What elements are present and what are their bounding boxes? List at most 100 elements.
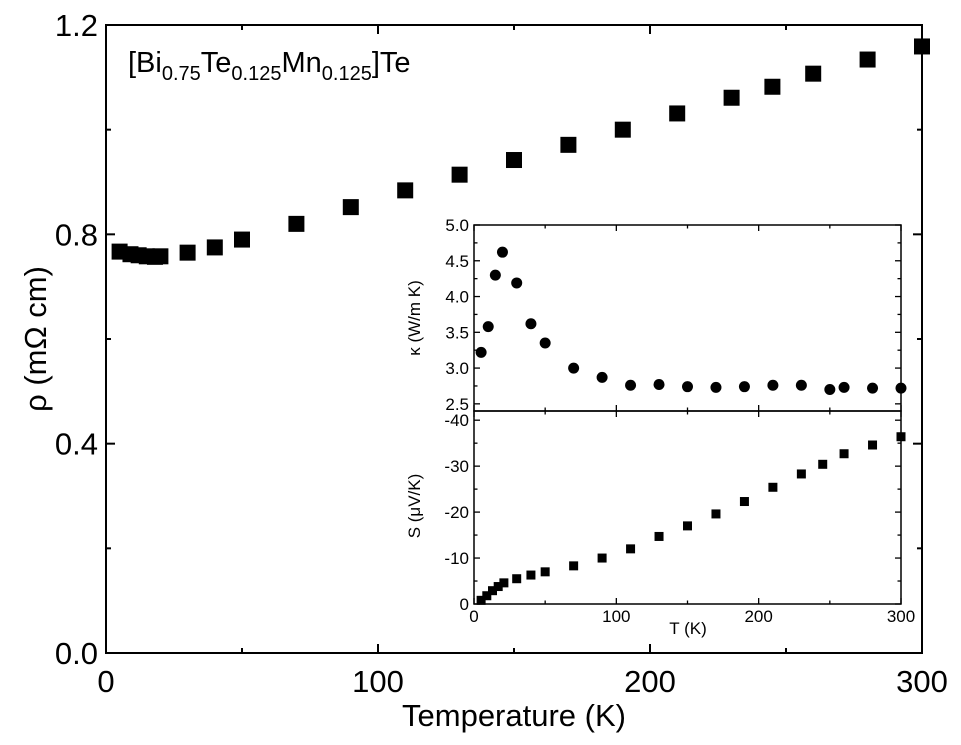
inset-seebeck-data-point [597, 553, 607, 563]
inset-seebeck-data-point [493, 582, 503, 592]
inset-ticks [473, 224, 902, 605]
inset-seebeck-data-point [488, 586, 498, 596]
inset-kappa-data-point [824, 384, 836, 396]
inset-kappa-data-point [653, 379, 665, 391]
inset-seebeck-data-point [739, 497, 749, 507]
main-x-tick-label: 100 [352, 664, 404, 699]
inset-seebeck-data-point [499, 578, 509, 588]
main-y-tick-label: 0.8 [55, 217, 98, 252]
inset-tick-labels: 0 100 200 300 2.5 3.0 3.5 4.0 4.5 5.0 0 -10 -20 -30 -4… [444, 216, 915, 626]
main-ticks [105, 24, 923, 654]
inset-seebeck-data-point [569, 561, 579, 571]
title-part: Te [201, 47, 232, 79]
main-x-axis-label: Temperature (K) [402, 698, 626, 733]
inset-kappa-y-tick-label: 5.0 [445, 216, 469, 235]
inset-kappa-data-point [895, 382, 907, 394]
main-data-point [506, 152, 522, 169]
inset-kappa-data-point [489, 269, 501, 281]
main-x-tick-label: 300 [896, 664, 948, 699]
inset-seebeck-data-point [512, 574, 522, 584]
inset-kappa-data-point [525, 318, 537, 330]
inset-seebeck-data-point [711, 509, 721, 519]
inset-seebeck-data-point [796, 469, 806, 479]
inset-kappa-data-point [568, 362, 580, 374]
main-data-point [914, 38, 930, 55]
inset-kappa-data-point [482, 321, 494, 333]
chart-title: [Bi0.75Te0.125Mn0.125]Te [128, 47, 411, 85]
inset-kappa-series [475, 246, 907, 396]
inset-kappa-y-tick-label: 4.0 [445, 288, 469, 307]
inset-kappa-data-point [511, 277, 523, 289]
inset-seebeck-data-point [818, 459, 828, 469]
inset-seebeck-series [476, 432, 906, 605]
inset-x-tick-label: 100 [602, 607, 630, 626]
title-subscript: 0.75 [162, 63, 201, 85]
inset-kappa-data-point [867, 382, 879, 394]
inset-kappa-data-point [475, 346, 487, 358]
main-y-tick-label: 1.2 [55, 8, 98, 43]
main-data-point [179, 244, 196, 261]
inset-seebeck-y-tick-label: -20 [444, 503, 469, 522]
inset-kappa-data-point [682, 381, 693, 393]
main-data-point [234, 231, 250, 248]
inset-seebeck-data-point [654, 531, 664, 541]
inset-seebeck-data-point [839, 449, 849, 459]
main-data-point [451, 166, 468, 183]
title-part: ]Te [372, 47, 411, 79]
inset-seebeck-data-point [526, 570, 536, 580]
inset-x-tick-label: 300 [887, 607, 915, 626]
main-y-tick-label: 0.4 [55, 427, 98, 462]
inset-seebeck-y-tick-label: 0 [460, 595, 469, 614]
main-y-axis-label: ρ (mΩ cm) [18, 266, 53, 412]
inset-seebeck-data-point [896, 432, 906, 442]
main-series [111, 38, 930, 265]
inset-x-tick-label: 200 [744, 607, 772, 626]
main-data-point [859, 51, 876, 68]
inset-seebeck-data-point [476, 595, 486, 605]
inset-kappa-data-point [539, 337, 551, 349]
inset-seebeck-data-point [482, 591, 492, 601]
inset-seebeck-data-point [683, 521, 692, 531]
inset-x-axis-label: T (K) [669, 619, 706, 638]
inset-kappa-data-point [838, 381, 850, 393]
main-data-point [723, 89, 740, 106]
main-data-point [560, 136, 577, 153]
inset-seebeck-data-point [868, 440, 878, 450]
inset-seebeck-y-tick-label: -40 [444, 411, 469, 430]
inset-seebeck-data-point [768, 482, 778, 492]
inset-seebeck-y-axis-label: S (μV/K) [405, 474, 424, 539]
inset-kappa-y-axis-label: κ (W/m K) [405, 280, 424, 356]
main-x-tick-label: 200 [624, 664, 676, 699]
main-y-tick-label: 0.0 [55, 636, 98, 671]
title-part: Mn [281, 47, 321, 79]
main-data-point [614, 121, 631, 138]
title-part: [Bi [128, 47, 162, 79]
inset-kappa-data-point [625, 379, 637, 391]
main-data-point [206, 239, 223, 256]
main-data-point [764, 78, 781, 95]
title-subscript: 0.125 [322, 63, 372, 85]
inset-kappa-data-point [795, 379, 807, 391]
inset-kappa-data-point [767, 379, 779, 391]
main-data-point [669, 105, 686, 122]
main-data-point [342, 199, 359, 216]
inset-kappa-data-point [596, 371, 608, 383]
inset-kappa-data-point [496, 246, 508, 258]
inset-seebeck-data-point [540, 567, 550, 577]
inset-seebeck-y-tick-label: -10 [444, 549, 469, 568]
main-tick-labels: 0 100 200 300 0.0 0.4 0.8 1.2 [55, 8, 948, 699]
inset-x-tick-label: 0 [469, 607, 478, 626]
inset-seebeck-data-point [626, 544, 636, 554]
inset-kappa-data-point [738, 381, 750, 393]
inset-kappa-data-point [710, 381, 722, 393]
inset-kappa-y-tick-label: 2.5 [445, 395, 469, 414]
main-data-point [288, 215, 305, 232]
inset-seebeck-y-tick-label: -30 [444, 457, 469, 476]
main-data-point [805, 65, 822, 82]
main-data-point [397, 182, 414, 199]
inset-kappa-y-tick-label: 3.5 [445, 323, 469, 342]
title-subscript: 0.125 [231, 63, 281, 85]
main-x-tick-label: 0 [97, 664, 114, 699]
inset-kappa-y-tick-label: 4.5 [445, 252, 469, 271]
